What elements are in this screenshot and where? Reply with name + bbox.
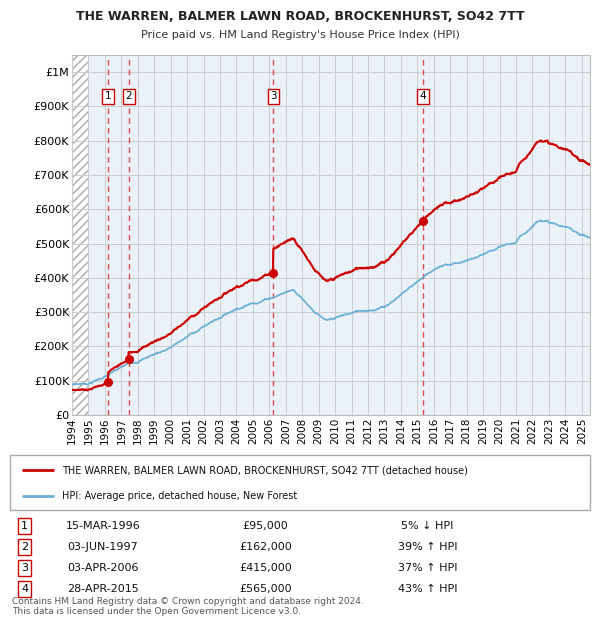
Text: Contains HM Land Registry data © Crown copyright and database right 2024.
This d: Contains HM Land Registry data © Crown c… <box>12 596 364 616</box>
Text: 03-JUN-1997: 03-JUN-1997 <box>67 542 138 552</box>
Text: 1: 1 <box>21 521 28 531</box>
Bar <box>88 55 590 415</box>
Text: £162,000: £162,000 <box>239 542 292 552</box>
Text: £95,000: £95,000 <box>242 521 288 531</box>
Text: Price paid vs. HM Land Registry's House Price Index (HPI): Price paid vs. HM Land Registry's House … <box>140 30 460 40</box>
Text: 1: 1 <box>105 91 112 101</box>
Text: £565,000: £565,000 <box>239 585 292 595</box>
Text: 4: 4 <box>21 585 28 595</box>
Text: 15-MAR-1996: 15-MAR-1996 <box>65 521 140 531</box>
Text: 5% ↓ HPI: 5% ↓ HPI <box>401 521 454 531</box>
Text: 3: 3 <box>21 563 28 573</box>
FancyBboxPatch shape <box>10 455 590 510</box>
Text: HPI: Average price, detached house, New Forest: HPI: Average price, detached house, New … <box>62 491 298 501</box>
Text: 28-APR-2015: 28-APR-2015 <box>67 585 139 595</box>
Text: 43% ↑ HPI: 43% ↑ HPI <box>398 585 457 595</box>
Text: 3: 3 <box>270 91 277 101</box>
Bar <box>72 55 88 415</box>
Text: 4: 4 <box>419 91 426 101</box>
Text: THE WARREN, BALMER LAWN ROAD, BROCKENHURST, SO42 7TT: THE WARREN, BALMER LAWN ROAD, BROCKENHUR… <box>76 10 524 23</box>
Text: THE WARREN, BALMER LAWN ROAD, BROCKENHURST, SO42 7TT (detached house): THE WARREN, BALMER LAWN ROAD, BROCKENHUR… <box>62 466 468 476</box>
Text: 2: 2 <box>125 91 132 101</box>
Text: 2: 2 <box>21 542 28 552</box>
Text: £415,000: £415,000 <box>239 563 292 573</box>
Text: 37% ↑ HPI: 37% ↑ HPI <box>398 563 457 573</box>
Text: 03-APR-2006: 03-APR-2006 <box>67 563 139 573</box>
Text: 39% ↑ HPI: 39% ↑ HPI <box>398 542 457 552</box>
